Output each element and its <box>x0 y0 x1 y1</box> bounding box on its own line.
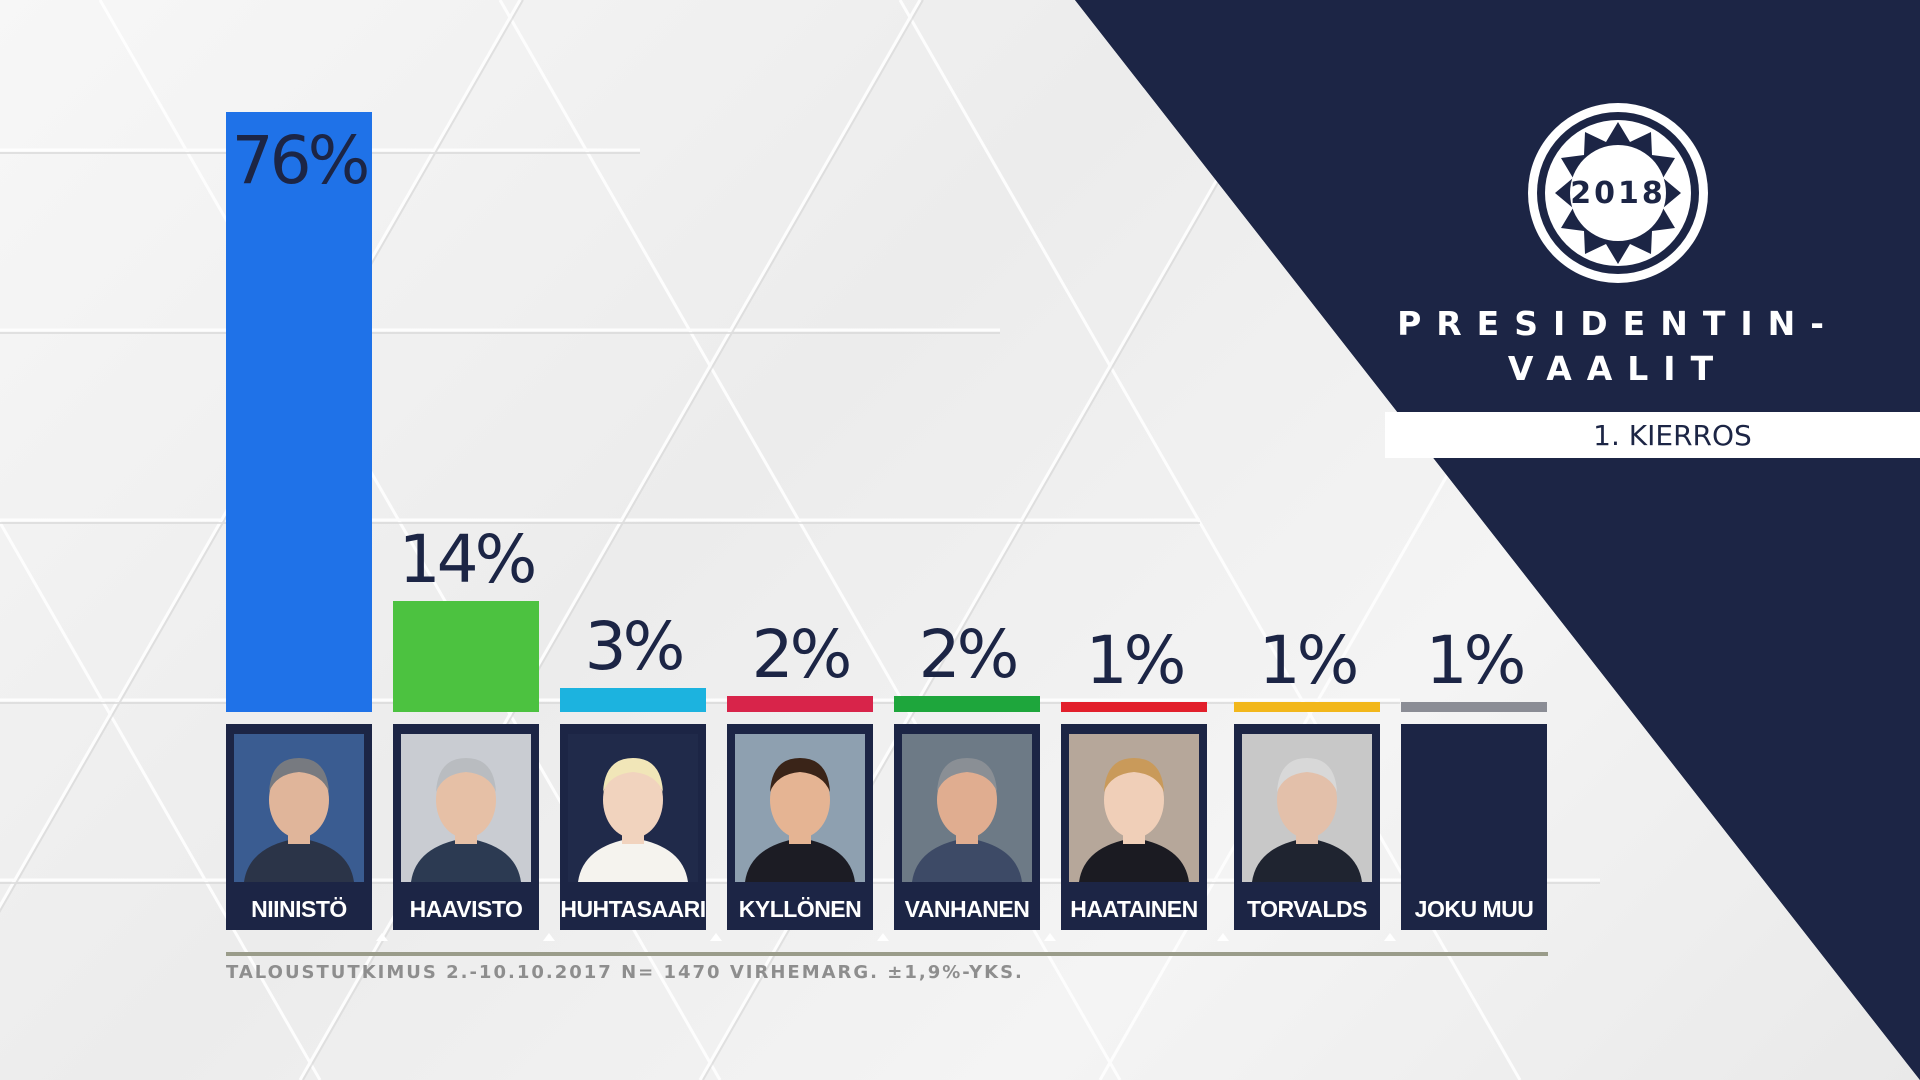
election-logo: 2018 <box>1525 100 1711 286</box>
card-notch-2 <box>710 926 722 941</box>
bar-1 <box>393 601 539 712</box>
candidate-name-5: HAATAINEN <box>1070 896 1198 922</box>
candidate-photo <box>234 734 364 882</box>
bar-2 <box>560 688 706 712</box>
candidate-card-2: HUHTASAARI <box>560 724 706 930</box>
card-notch-5 <box>1217 926 1229 941</box>
candidate-name-6: TORVALDS <box>1247 896 1367 922</box>
bar-0 <box>226 112 372 712</box>
candidate-card-0: NIINISTÖ <box>226 724 372 930</box>
logo-seal-icon <box>1528 103 1708 283</box>
card-notch-6 <box>1384 926 1396 941</box>
candidate-photo <box>1069 734 1199 882</box>
candidate-card-5: HAATAINEN <box>1061 724 1207 930</box>
candidate-photo <box>401 734 531 882</box>
candidate-name-3: KYLLÖNEN <box>738 896 862 922</box>
value-label-3: 2% <box>751 616 853 694</box>
candidate-card-3: KYLLÖNEN <box>727 724 873 930</box>
title-line-2: VAALIT <box>1507 349 1729 388</box>
value-label-5: 1% <box>1085 622 1187 699</box>
candidate-name-0: NIINISTÖ <box>251 896 347 922</box>
card-notch-3 <box>877 926 889 941</box>
value-label-4: 2% <box>918 616 1020 694</box>
card-notch-0 <box>376 926 388 941</box>
bar-3 <box>727 696 873 712</box>
candidate-card-7: JOKU MUU <box>1401 724 1547 930</box>
round-label: 1. KIERROS <box>1593 418 1752 452</box>
candidate-photo <box>735 734 865 882</box>
poll-footnote: TALOUSTUTKIMUS 2.-10.10.2017 N= 1470 VIR… <box>226 962 1024 983</box>
card-notch-4 <box>1044 926 1056 941</box>
value-label-0: 76% <box>231 122 371 199</box>
card-notch-1 <box>543 926 555 941</box>
baseline-rule <box>226 952 1548 956</box>
value-label-2: 3% <box>584 608 686 686</box>
bar-4 <box>894 696 1040 712</box>
candidate-photo <box>568 734 698 882</box>
bar-6 <box>1234 702 1380 712</box>
value-label-7: 1% <box>1425 622 1527 699</box>
candidate-card-4: VANHANEN <box>894 724 1040 930</box>
candidate-name-2: HUHTASAARI <box>560 896 706 922</box>
round-band: 1. KIERROS <box>1385 412 1920 458</box>
candidate-photo <box>1242 734 1372 882</box>
value-label-1: 14% <box>398 521 538 599</box>
candidate-name-4: VANHANEN <box>904 896 1030 922</box>
bar-7 <box>1401 702 1547 712</box>
value-label-6: 1% <box>1258 622 1360 699</box>
candidate-photo <box>902 734 1032 882</box>
candidate-card-6: TORVALDS <box>1234 724 1380 930</box>
candidate-name-7: JOKU MUU <box>1414 896 1534 922</box>
bar-5 <box>1061 702 1207 712</box>
candidate-name-1: HAAVISTO <box>409 896 523 922</box>
title-line-1: PRESIDENTIN- <box>1397 304 1839 343</box>
logo-year: 2018 <box>1570 175 1666 211</box>
candidate-card-1: HAAVISTO <box>393 724 539 930</box>
